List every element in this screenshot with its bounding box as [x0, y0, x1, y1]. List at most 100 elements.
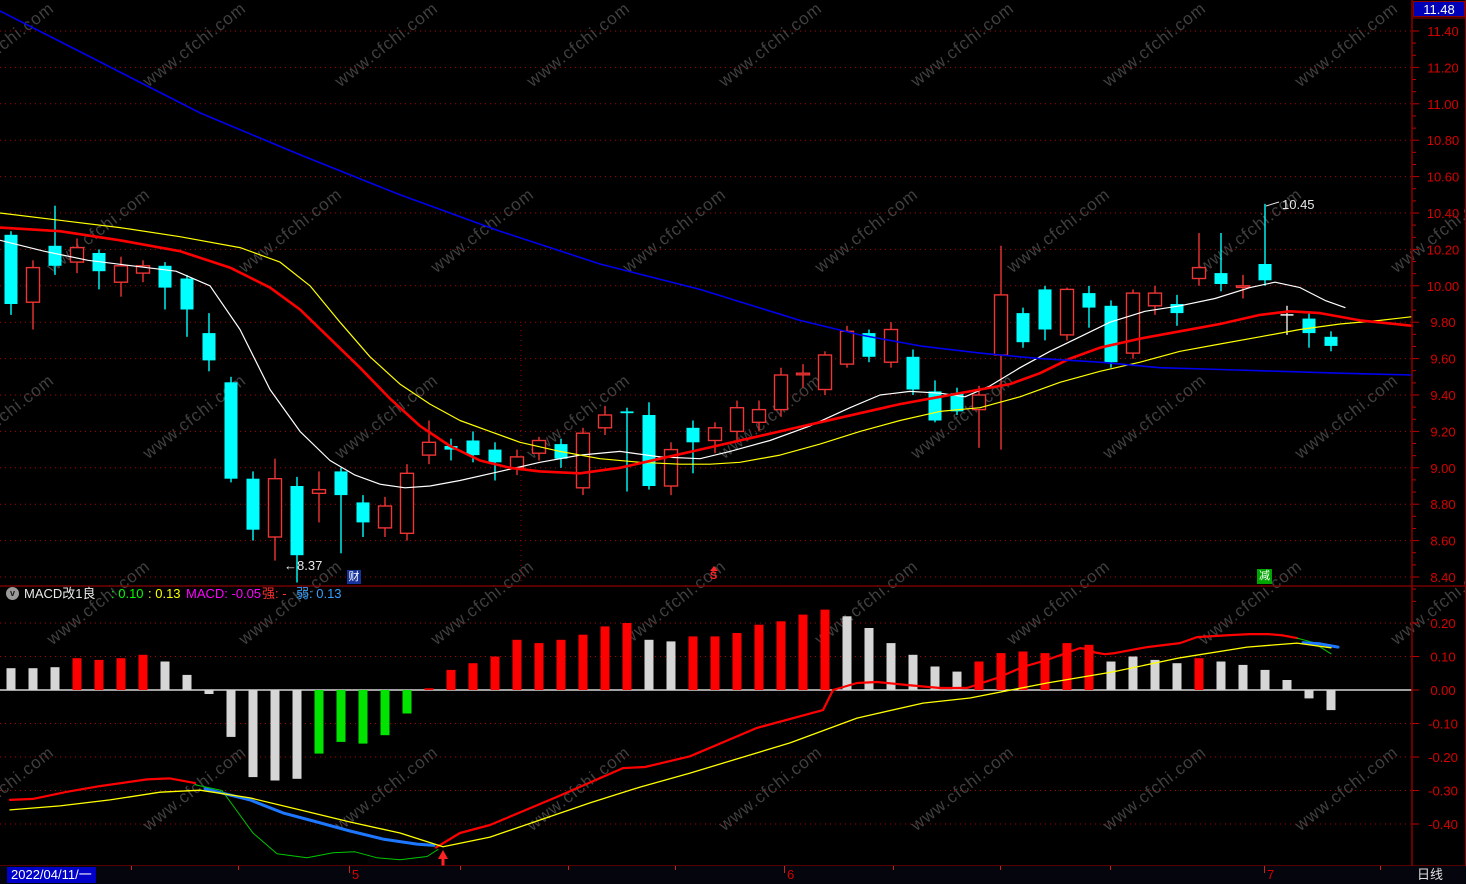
period-label[interactable]: 日线: [1417, 867, 1444, 882]
candle-body-up: [597, 414, 613, 429]
macd-axis-label: -0.40: [1428, 817, 1458, 832]
macd-histogram-bar: [996, 653, 1006, 690]
candle-body-up: [663, 448, 679, 487]
macd-histogram-bar: [930, 666, 940, 690]
candle-body-down: [642, 415, 656, 486]
price-axis-label: 10.00: [1427, 279, 1460, 294]
candle-body-up: [839, 330, 855, 365]
macd-histogram-bar: [600, 626, 610, 690]
indicator-value-green: : 0.10: [111, 586, 144, 601]
macd-histogram-bar: [1282, 680, 1292, 690]
macd-indicator-header: v MACD改1良 : 0.10 : 0.13 MACD: -0.05 强: -…: [0, 587, 1410, 602]
price-axis-label: 8.60: [1430, 534, 1455, 549]
ma-white: [0, 239, 1346, 489]
macd-histogram-bar: [182, 674, 192, 690]
date-axis-tick: [893, 866, 894, 870]
macd-histogram-bar: [336, 690, 346, 742]
macd-histogram-bar: [556, 639, 566, 690]
month-axis-label: 5: [352, 867, 360, 882]
macd-histogram-bar: [578, 634, 588, 690]
macd-histogram-bar: [710, 636, 720, 690]
selected-date-box[interactable]: 2022/04/11/一: [7, 867, 96, 883]
candle-body-up: [1235, 285, 1251, 289]
ma-red: [0, 226, 1414, 475]
ma-yellow: [0, 212, 1413, 465]
price-axis-label: 8.80: [1430, 497, 1455, 512]
candle-body-down: [620, 411, 634, 414]
macd-histogram-bar: [908, 654, 918, 690]
candle-body-down: [1104, 305, 1118, 363]
macd-histogram-bar: [226, 690, 236, 737]
macd-axis-label: 0.20: [1430, 616, 1455, 631]
price-axis-label: 9.40: [1430, 388, 1455, 403]
candle-body-up: [25, 266, 41, 303]
event-badge-finance[interactable]: 财: [347, 570, 361, 584]
date-axis-tick: [675, 866, 676, 870]
candle-body-up: [1125, 292, 1141, 354]
candle-body-up: [707, 427, 723, 442]
macd-histogram-bar: [666, 641, 676, 690]
candle-body-down: [1258, 264, 1272, 281]
candle-body-up: [311, 488, 327, 495]
candle-body-down: [224, 382, 238, 479]
indicator-value-weak: 弱: 0.13: [296, 586, 342, 601]
price-axis-label: 10.80: [1427, 133, 1460, 148]
indicator-value-strong: 强: -: [262, 586, 287, 601]
candle-body-up: [1059, 288, 1075, 336]
macd-histogram-bar: [1018, 651, 1028, 690]
macd-histogram-bar: [402, 690, 412, 714]
date-axis-tick: [460, 866, 461, 870]
macd-histogram-bar: [270, 690, 280, 781]
macd-histogram-bar: [490, 656, 500, 690]
macd-histogram-bar: [1062, 643, 1072, 690]
macd-axis-label: -0.30: [1428, 784, 1458, 799]
candle-body-up: [267, 478, 283, 538]
price-axis-label: 9.80: [1430, 315, 1455, 330]
price-axis-label: 11.00: [1427, 97, 1459, 112]
event-badge-reduce[interactable]: 减: [1257, 569, 1272, 584]
macd-histogram-bar: [1194, 658, 1204, 690]
candle-body-up: [1147, 292, 1163, 307]
macd-histogram-bar: [1260, 669, 1270, 690]
high-annotation-pointer: [1265, 201, 1280, 207]
macd-histogram-bar: [1326, 690, 1336, 711]
price-axis-label: 10.60: [1427, 170, 1460, 185]
month-axis-tick: [1264, 866, 1265, 873]
macd-histogram-bar: [1150, 659, 1160, 690]
macd-histogram-bar: [160, 661, 170, 690]
date-axis-tick: [1380, 866, 1381, 870]
dif-blue-falling: [203, 787, 436, 847]
indicator-name[interactable]: MACD改1良: [24, 586, 96, 601]
candle-body-up: [69, 246, 85, 263]
collapse-panel-icon[interactable]: v: [6, 587, 19, 600]
buy-arrow-icon: [438, 850, 448, 859]
candle-body-up: [751, 408, 767, 424]
macd-histogram-bar: [952, 671, 962, 690]
sell-signal-marker[interactable]: S: [707, 566, 720, 582]
macd-axis-label: 0.00: [1430, 683, 1455, 698]
price-axis-label: 9.60: [1430, 352, 1455, 367]
candle-body-up: [993, 294, 1009, 356]
macd-histogram-bar: [204, 690, 214, 694]
price-axis-label: 11.40: [1427, 24, 1459, 39]
macd-histogram-bar: [622, 623, 632, 690]
dif-red-left: [8, 777, 197, 802]
low-price-annotation: ←8.37: [284, 558, 322, 573]
macd-histogram-bar: [6, 668, 16, 690]
candle-body-down: [488, 449, 502, 463]
dea-yellow: [9, 642, 1332, 848]
signal-letter: S: [709, 570, 718, 582]
macd-histogram-bar: [358, 690, 368, 744]
candle-body-up: [883, 328, 899, 363]
macd-axis-label: -0.10: [1428, 717, 1458, 732]
candle-body-up: [795, 372, 811, 376]
candle-body-down: [1016, 313, 1030, 343]
macd-histogram-bar: [820, 609, 830, 690]
ma-blue: [0, 10, 1413, 376]
macd-histogram-bar: [1128, 656, 1138, 690]
candle-body-down: [950, 393, 964, 412]
buy-arrow-stem: [441, 859, 445, 868]
candle-body-down: [246, 478, 260, 530]
macd-histogram-bar: [1216, 661, 1226, 690]
